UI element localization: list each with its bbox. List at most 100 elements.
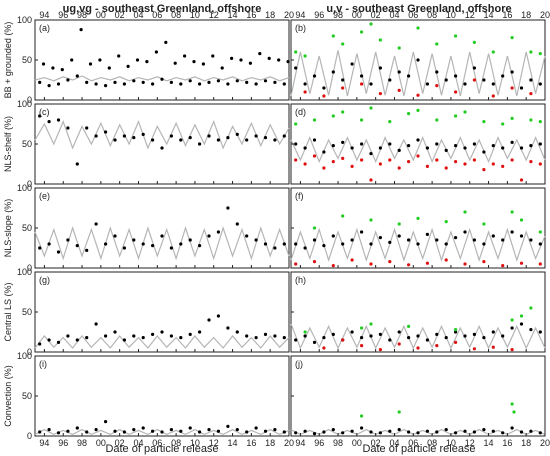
red-point bbox=[407, 263, 411, 267]
black-point bbox=[56, 340, 61, 344]
red-point bbox=[482, 260, 486, 264]
black-point bbox=[254, 336, 258, 340]
black-point bbox=[113, 80, 117, 84]
red-point bbox=[538, 162, 542, 166]
black-point bbox=[145, 60, 149, 64]
black-point bbox=[472, 66, 476, 70]
black-point bbox=[294, 242, 298, 246]
x-tick-label-bottom: 08 bbox=[171, 438, 181, 448]
red-point bbox=[510, 86, 514, 90]
y-tick-label: 50 bbox=[22, 55, 32, 65]
x-tick-label-top: 94 bbox=[295, 10, 305, 20]
black-point bbox=[47, 120, 51, 124]
black-point bbox=[66, 238, 70, 242]
black-point bbox=[188, 79, 192, 83]
panel-letter: (i) bbox=[39, 359, 47, 369]
black-point bbox=[472, 238, 476, 242]
black-point bbox=[416, 334, 420, 338]
green-point bbox=[388, 120, 392, 124]
black-point bbox=[397, 148, 401, 152]
black-point bbox=[501, 146, 505, 150]
x-tick-label-bottom: 20 bbox=[284, 438, 294, 448]
red-point bbox=[331, 160, 335, 164]
black-point bbox=[416, 138, 420, 142]
black-point bbox=[216, 79, 220, 83]
panel-g: 0 50 100 (g) Central LS (%) bbox=[3, 267, 290, 357]
black-point bbox=[154, 50, 158, 54]
y-tick-label: 100 bbox=[17, 351, 32, 361]
black-point bbox=[207, 318, 211, 322]
x-tick-label-top: 98 bbox=[333, 10, 343, 20]
panel-d: (d) bbox=[290, 103, 546, 185]
black-point bbox=[254, 134, 258, 138]
black-point bbox=[56, 82, 61, 86]
black-point bbox=[38, 246, 42, 250]
black-point bbox=[322, 244, 326, 248]
black-point bbox=[47, 428, 51, 432]
black-point bbox=[47, 338, 51, 342]
black-point bbox=[51, 66, 55, 70]
black-point bbox=[173, 61, 177, 65]
green-point bbox=[416, 108, 420, 112]
red-point bbox=[444, 166, 448, 170]
black-point bbox=[85, 430, 89, 434]
black-point bbox=[519, 322, 524, 326]
green-point bbox=[510, 36, 514, 40]
red-point bbox=[341, 338, 345, 342]
black-point bbox=[104, 242, 108, 246]
panel-frame bbox=[290, 187, 546, 269]
black-point bbox=[220, 66, 224, 70]
red-point bbox=[416, 346, 420, 350]
black-point bbox=[491, 82, 495, 86]
black-point bbox=[519, 86, 524, 90]
black-point bbox=[117, 54, 121, 58]
red-point bbox=[360, 344, 364, 348]
green-point bbox=[303, 54, 307, 58]
black-point bbox=[66, 334, 70, 338]
panel-b: 94 96 98 00 02 04 06 08 10 12 14 16 18 20 (b) bbox=[290, 10, 550, 101]
black-point bbox=[151, 138, 155, 142]
black-point bbox=[216, 429, 220, 433]
x-tick-label-top: 12 bbox=[465, 10, 475, 20]
black-point bbox=[369, 152, 373, 156]
x-tick-label-bottom: 06 bbox=[152, 438, 162, 448]
red-point bbox=[482, 168, 486, 172]
green-point bbox=[341, 110, 345, 114]
green-point bbox=[397, 410, 401, 414]
black-point bbox=[94, 322, 98, 326]
panel-frame bbox=[34, 19, 290, 101]
black-point bbox=[94, 82, 98, 86]
black-point bbox=[113, 330, 117, 334]
green-point bbox=[360, 118, 364, 122]
x-tick-label-top: 06 bbox=[152, 10, 162, 20]
black-point bbox=[378, 236, 382, 240]
black-point bbox=[263, 332, 268, 336]
black-point bbox=[135, 58, 140, 62]
black-point bbox=[482, 428, 486, 432]
x-tick-label-bottom: 12 bbox=[209, 438, 219, 448]
black-point bbox=[38, 114, 42, 118]
black-point bbox=[235, 428, 239, 432]
red-point bbox=[472, 347, 476, 351]
green-point bbox=[510, 116, 514, 120]
green-point bbox=[529, 306, 533, 310]
black-point bbox=[151, 332, 155, 336]
red-point bbox=[341, 156, 345, 160]
black-point bbox=[529, 144, 533, 148]
black-point bbox=[350, 62, 354, 66]
black-point bbox=[501, 431, 505, 435]
black-point bbox=[258, 52, 262, 56]
green-point bbox=[454, 114, 458, 118]
x-tick-label-bottom: 00 bbox=[96, 438, 106, 448]
y-tick-label: 100 bbox=[17, 99, 32, 109]
black-point bbox=[273, 80, 277, 84]
green-point bbox=[416, 26, 420, 30]
x-tick-label-top: 08 bbox=[427, 10, 437, 20]
panel-i: 0 50 100 94 96 98 00 02 04 06 08 10 12 14 16 18 20 (i) Con… bbox=[3, 351, 294, 448]
green-point bbox=[360, 414, 364, 418]
black-point bbox=[188, 332, 192, 336]
green-point bbox=[482, 222, 486, 226]
black-point bbox=[66, 78, 70, 82]
black-point bbox=[472, 332, 476, 336]
black-point bbox=[369, 242, 373, 246]
